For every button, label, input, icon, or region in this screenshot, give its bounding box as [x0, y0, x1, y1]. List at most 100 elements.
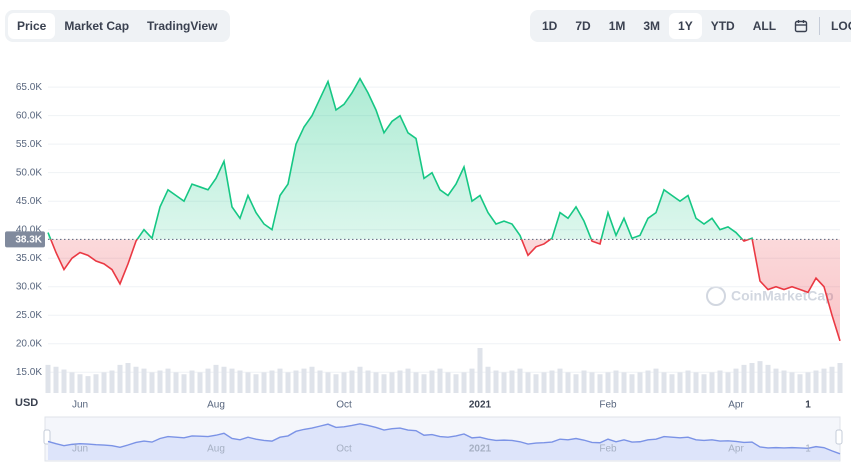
toolbar-button[interactable]: 3M	[643, 19, 661, 33]
nav-tick-label: Feb	[599, 444, 617, 455]
volume-bar	[549, 370, 555, 393]
toolbar-button[interactable]: 1D	[542, 19, 558, 33]
reference-label-box	[5, 231, 45, 248]
volume-bar	[101, 372, 107, 393]
volume-bar	[741, 364, 747, 393]
toolbar-button[interactable]: 1Y	[669, 13, 702, 39]
toolbar-button[interactable]: Market Cap	[64, 19, 130, 33]
volume-bar	[557, 368, 563, 393]
volume-bar	[541, 372, 547, 393]
currency-label: USD	[15, 397, 38, 409]
nav-handle[interactable]	[43, 429, 51, 445]
volume-bar	[221, 366, 227, 393]
toolbar-button[interactable]: ALL	[752, 19, 777, 33]
x-tick-label: Feb	[599, 400, 617, 411]
y-tick-label: 55.0K	[16, 139, 42, 150]
volume-bar	[421, 374, 427, 393]
x-tick-label: Jun	[72, 400, 88, 411]
volume-bar	[357, 366, 363, 393]
volume-bar	[709, 372, 715, 393]
volume-bar	[277, 368, 283, 393]
volume-bar	[669, 374, 675, 393]
volume-bar	[197, 372, 203, 393]
nav-tick-label: 1	[805, 444, 811, 455]
volume-bar	[837, 363, 843, 393]
x-tick-label: Aug	[207, 400, 225, 411]
nav-area	[48, 423, 840, 460]
volume-bar	[285, 372, 291, 393]
volume-bar	[53, 366, 59, 393]
volume-bar	[765, 364, 771, 393]
y-tick-label: 25.0K	[16, 310, 42, 321]
y-tick-label: 40.0K	[16, 224, 42, 235]
toolbar-button[interactable]: 7D	[575, 19, 591, 33]
volume-bar	[613, 370, 619, 393]
volume-bar	[733, 368, 739, 393]
volume-bar	[493, 370, 499, 393]
volume-bar	[341, 372, 347, 393]
volume-bar	[301, 368, 307, 393]
volume-bar	[389, 372, 395, 393]
watermark: CoinMarketCap	[706, 286, 834, 306]
calendar-button[interactable]	[785, 13, 817, 39]
y-tick-label: 50.0K	[16, 167, 42, 178]
volume-bar	[117, 364, 123, 393]
toolbar-button[interactable]: LOG	[831, 19, 851, 33]
volume-bar	[821, 368, 827, 393]
volume-bar	[245, 372, 251, 393]
x-tick-label: Apr	[728, 400, 744, 411]
nav-tick-label: Aug	[207, 444, 225, 455]
range-group: 1D 7D 1M 3M 1Y YTD ALL LOG	[530, 10, 851, 42]
volume-bar	[589, 372, 595, 393]
volume-bar	[205, 368, 211, 393]
volume-bar	[829, 366, 835, 393]
volume-bar	[573, 374, 579, 393]
calendar-icon	[794, 20, 808, 33]
toolbar-button[interactable]: Price	[8, 13, 56, 39]
volume-bar	[509, 370, 515, 393]
nav-tick-label: Oct	[336, 444, 352, 455]
volume-bar	[501, 372, 507, 393]
toolbar-button[interactable]: TradingView	[147, 19, 218, 33]
y-tick-label: 45.0K	[16, 196, 42, 207]
volume-bar	[125, 363, 131, 393]
volume-bar	[229, 368, 235, 393]
x-tick-label: 1	[805, 400, 811, 411]
volume-bar	[325, 372, 331, 393]
nav-line	[47, 423, 841, 455]
volume-bar	[157, 370, 163, 393]
price-line-up	[47, 76, 754, 240]
area-up	[48, 78, 840, 240]
volume-bar	[165, 368, 171, 393]
volume-bar	[453, 374, 459, 393]
volume-bar	[293, 370, 299, 393]
volume-bar	[133, 366, 139, 393]
volume-bar	[605, 372, 611, 393]
volume-bar	[93, 374, 99, 393]
volume-bar	[781, 370, 787, 393]
tab-group: Price Market Cap TradingView	[5, 10, 230, 42]
nav-tick-label: 2021	[469, 444, 492, 455]
volume-bar	[749, 363, 755, 393]
volume-bar	[485, 366, 491, 393]
volume-bar	[85, 376, 91, 393]
volume-bar	[445, 372, 451, 393]
volume-bar	[685, 370, 691, 393]
toolbar-button[interactable]: 1M	[608, 19, 626, 33]
volume-bar	[261, 372, 267, 393]
volume-bar	[45, 364, 51, 393]
nav-handle[interactable]	[835, 429, 843, 445]
volume-bar	[173, 372, 179, 393]
volume-bar	[365, 370, 371, 393]
volume-bar	[397, 370, 403, 393]
y-tick-label: 15.0K	[16, 367, 42, 378]
volume-bar	[565, 372, 571, 393]
y-tick-label: 65.0K	[16, 82, 42, 93]
volume-bar	[461, 372, 467, 393]
toolbar-button[interactable]: YTD	[710, 19, 735, 33]
volume-bar	[773, 368, 779, 393]
volume-bar	[309, 366, 315, 393]
volume-bar	[213, 364, 219, 393]
volume-bar	[701, 374, 707, 393]
volume-bar	[797, 374, 803, 393]
